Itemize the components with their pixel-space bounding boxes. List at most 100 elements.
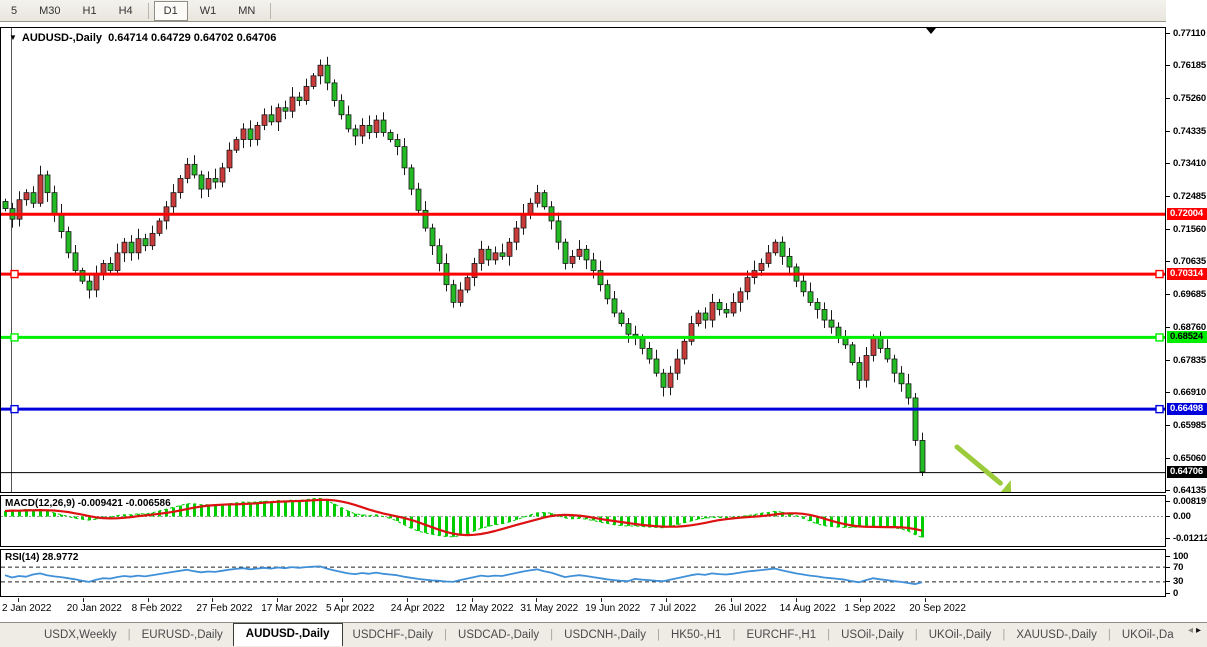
tab-separator: | xyxy=(444,629,448,641)
toolbar-divider xyxy=(270,2,272,19)
price-axis-label: 0.65985 xyxy=(1173,420,1206,432)
date-axis-label: 27 Feb 2022 xyxy=(196,603,253,614)
price-axis-tick xyxy=(1166,196,1170,198)
rsi-axis-label: 0 xyxy=(1173,587,1179,599)
symbol-tab-usdcad-daily[interactable]: USDCAD-,Daily xyxy=(458,629,540,641)
date-axis-label: 20 Jan 2022 xyxy=(66,603,122,614)
date-axis-tick xyxy=(342,598,343,602)
timeframe-button-w1[interactable]: W1 xyxy=(199,4,217,17)
price-axis-label: 0.74335 xyxy=(1173,125,1206,137)
chart-title-symbol: AUDUSD-,Daily xyxy=(21,32,102,44)
price-axis-tick xyxy=(1166,457,1170,459)
symbol-tab-usdchf-daily[interactable]: USDCHF-,Daily xyxy=(352,629,434,641)
timeframe-button-m30[interactable]: M30 xyxy=(39,4,61,17)
price-axis-tick xyxy=(1166,65,1170,67)
date-axis-tick xyxy=(536,598,538,602)
date-axis-tick xyxy=(147,598,149,602)
date-axis-tick xyxy=(730,598,732,602)
macd-canvas[interactable] xyxy=(1,496,1165,546)
date-axis-tick xyxy=(471,598,473,602)
price-axis-label: 0.67835 xyxy=(1173,354,1206,366)
timeframe-toolbar: 5 M30 H1 H4 D1 W1 MN xyxy=(0,0,1207,22)
level-price-badge: 0.68524 xyxy=(1167,330,1207,343)
symbol-tab-ukoil-da[interactable]: UKOil-,Da xyxy=(1121,629,1174,641)
macd-axis-tick xyxy=(1166,516,1170,517)
tab-scroll-right-icon[interactable]: ▸ xyxy=(1195,625,1204,636)
date-axis-tick xyxy=(666,598,667,602)
tab-scroll-nav: ◂▸ xyxy=(1188,625,1204,636)
chart-title: ▼ AUDUSD-,Daily 0.64714 0.64729 0.64702 0… xyxy=(9,32,276,44)
date-axis-tick xyxy=(795,598,797,602)
price-axis-label: 0.75260 xyxy=(1173,92,1206,104)
tab-separator: | xyxy=(827,629,831,641)
symbol-tab-usdcnh-daily[interactable]: USDCNH-,Daily xyxy=(564,629,646,641)
tab-separator: | xyxy=(127,629,131,641)
tab-scroll-left-icon[interactable]: ◂ xyxy=(1187,625,1196,636)
date-axis-label: 12 May 2022 xyxy=(455,603,514,614)
price-axis-tick xyxy=(1166,359,1170,361)
date-axis-label: 26 Jul 2022 xyxy=(714,603,767,614)
symbol-tab-usdx-weekly[interactable]: USDX,Weekly xyxy=(44,629,117,641)
price-axis-tick xyxy=(1166,392,1170,394)
price-chart-panel[interactable]: ▼ AUDUSD-,Daily 0.64714 0.64729 0.64702 0… xyxy=(0,27,1166,493)
timeframe-button-5[interactable]: 5 xyxy=(11,4,18,17)
price-axis-label: 0.69685 xyxy=(1173,289,1206,301)
macd-axis-tick xyxy=(1166,538,1170,540)
date-axis-tick xyxy=(82,598,84,602)
rsi-axis-label: 100 xyxy=(1173,550,1189,562)
price-axis-label: 0.77110 xyxy=(1173,27,1206,39)
timeframe-button-h4[interactable]: H4 xyxy=(118,4,133,17)
symbol-tab-eurusd-daily[interactable]: EURUSD-,Daily xyxy=(141,629,223,641)
macd-label: MACD(12,26,9) -0.009421 -0.006586 xyxy=(5,498,171,509)
rsi-label: RSI(14) 28.9772 xyxy=(5,552,79,563)
chart-title-ohlc: 0.64714 0.64729 0.64702 0.64706 xyxy=(108,32,277,44)
level-price-badge: 0.66498 xyxy=(1167,402,1207,415)
price-axis-label: 0.64135 xyxy=(1173,485,1206,497)
price-axis-label: 0.70635 xyxy=(1173,256,1206,268)
price-axis-tick xyxy=(1166,228,1170,230)
macd-axis-label: 0.00 xyxy=(1173,511,1191,522)
symbol-tab-hk50-h1[interactable]: HK50-,H1 xyxy=(670,629,722,641)
date-axis-label: 24 Apr 2022 xyxy=(390,603,445,614)
tab-separator: | xyxy=(732,629,736,641)
price-axis-tick xyxy=(1166,490,1170,492)
symbol-tab-bar: USDX,Weekly | EURUSD-,Daily AUDUSD-,Daily US… xyxy=(0,622,1207,647)
date-axis-label: 8 Feb 2022 xyxy=(131,603,183,614)
symbol-tab-xauusd-daily[interactable]: XAUUSD-,Daily xyxy=(1016,629,1097,641)
date-axis-tick xyxy=(601,598,603,602)
price-chart-canvas[interactable] xyxy=(1,28,1165,492)
date-axis-label: 19 Jun 2022 xyxy=(585,603,641,614)
price-axis-tick xyxy=(1166,425,1170,427)
symbol-tab-ukoil-daily[interactable]: UKOil-,Daily xyxy=(928,629,992,641)
date-axis-tick xyxy=(277,598,279,602)
price-axis-label: 0.68760 xyxy=(1173,321,1206,333)
price-axis-label: 0.72485 xyxy=(1173,191,1206,203)
down-arrow-annotation[interactable] xyxy=(999,480,1012,492)
date-axis-label: 31 May 2022 xyxy=(520,603,579,614)
symbol-tab-audusd-daily[interactable]: AUDUSD-,Daily xyxy=(232,622,343,646)
date-axis-label: 1 Sep 2022 xyxy=(844,603,896,614)
timeframe-button-h1[interactable]: H1 xyxy=(82,4,97,17)
timeframe-button-d1[interactable]: D1 xyxy=(153,0,188,21)
timeframe-button-mn[interactable]: MN xyxy=(238,4,256,17)
symbol-tab-usoil-daily[interactable]: USOil-,Daily xyxy=(841,629,904,641)
macd-indicator-panel[interactable]: MACD(12,26,9) -0.009421 -0.006586 xyxy=(0,495,1166,547)
date-axis[interactable]: 2 Jan 2022 20 Jan 2022 8 Feb 2022 27 Feb 20… xyxy=(0,597,1166,621)
symbol-tab-eurchf-h1[interactable]: EURCHF-,H1 xyxy=(746,629,817,641)
price-axis-label: 0.65060 xyxy=(1173,452,1206,464)
rsi-indicator-panel[interactable]: RSI(14) 28.9772 xyxy=(0,549,1166,597)
price-axis-tick xyxy=(1166,32,1170,34)
chart-dropdown-icon[interactable]: ▼ xyxy=(9,33,17,42)
toolbar-divider xyxy=(147,2,149,19)
date-axis-tick xyxy=(212,598,214,602)
rsi-axis-tick xyxy=(1166,581,1170,583)
price-axis[interactable]: 0.77110 0.76185 0.75260 0.74335 0.73410 0.724… xyxy=(1166,0,1207,621)
rsi-canvas[interactable] xyxy=(1,550,1165,596)
price-axis-label: 0.76185 xyxy=(1173,60,1206,72)
chart-shift-marker-icon[interactable] xyxy=(926,28,936,34)
date-axis-tick xyxy=(18,598,19,602)
date-axis-label: 2 Jan 2022 xyxy=(2,603,52,614)
date-axis-label: 17 Mar 2022 xyxy=(261,603,318,614)
price-axis-tick xyxy=(1166,163,1170,165)
